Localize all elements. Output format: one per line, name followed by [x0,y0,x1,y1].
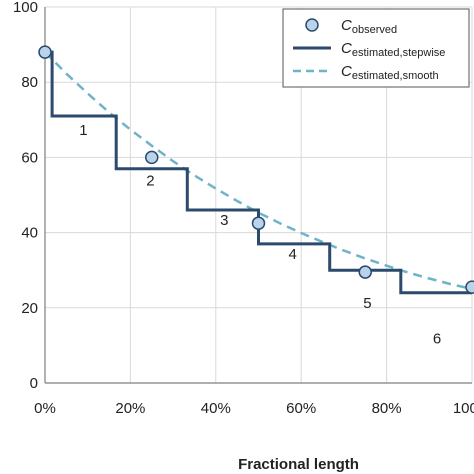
series-layer [38,45,474,295]
series-line-stepwise [45,50,472,295]
step-label-2: 2 [146,173,154,190]
y-tick-label-4: 80 [21,74,38,91]
step-annotations: 1 2 3 4 5 6 [79,122,441,348]
legend-label-1: Cestimated,stepwise [341,40,445,59]
legend: Cobserved Cestimated,stepwise Cestimated,s… [282,8,470,88]
step-label-6: 6 [433,331,441,348]
observed-point-1 [145,150,159,165]
x-tick-label-3: 60% [286,400,316,417]
step-label-4: 4 [288,246,296,263]
y-tick-label-5: 100 [13,0,38,16]
x-axis-title: Fractional length [238,456,359,473]
x-tick-label-2: 40% [201,400,231,417]
legend-label-0: Cobserved [341,17,397,36]
y-tick-label-1: 20 [21,300,38,317]
observed-point-0 [38,45,52,59]
x-tick-label-4: 80% [372,400,402,417]
y-tick-label-2: 40 [21,225,38,242]
x-tick-label-0: 0% [34,400,56,417]
legend-label-2: Cestimated,smooth [341,63,439,82]
x-tick-label-1: 20% [115,400,145,417]
x-tick-label-5: 100% [453,400,474,417]
observed-point-2 [251,216,266,230]
axes [44,7,472,384]
y-tick-label-0: 0 [30,375,38,392]
y-tick-label-3: 60 [21,149,38,166]
step-label-1: 1 [79,122,87,139]
tick-labels: 0% 20% 40% 60% 80% 100% 0 20 40 60 80 100 [13,0,474,417]
observed-point-4 [465,280,474,294]
observed-point-3 [358,265,372,279]
series-line-smooth [44,51,473,291]
step-label-3: 3 [220,212,228,229]
legend-marker-observed [305,18,319,32]
step-label-5: 5 [363,295,371,312]
